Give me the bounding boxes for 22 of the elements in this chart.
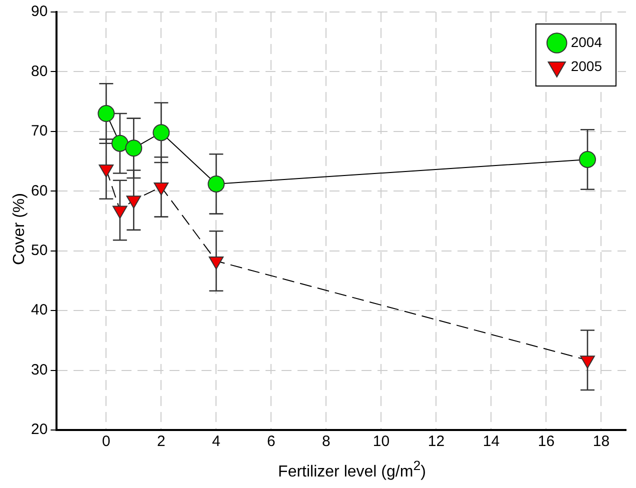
x-tick-label: 18 (592, 433, 610, 450)
y-tick-label: 60 (30, 182, 48, 200)
x-tick-label: 6 (267, 433, 276, 450)
x-tick-label: 2 (157, 433, 166, 450)
y-tick-label: 40 (30, 302, 48, 319)
y-tick-label: 20 (30, 421, 48, 438)
x-tick-label: 12 (428, 433, 445, 450)
x-tick-label: 4 (212, 433, 220, 450)
x-tick-label: 10 (372, 433, 390, 450)
x-tick-label: 8 (322, 433, 330, 450)
y-tick-label: 50 (30, 242, 48, 259)
x-axis-title: Fertilizer level (g/m$^{2}$) (277, 458, 427, 482)
y-tick-label: 80 (30, 62, 48, 80)
legend-label: 2004 (570, 34, 602, 50)
y-axis-title: Cover (%) (11, 192, 29, 268)
y-tick-label: 30 (30, 361, 48, 378)
x-tick-label: 14 (482, 433, 500, 450)
legend-label: 2005 (570, 58, 602, 74)
y-tick-label: 70 (30, 122, 48, 140)
y-tick-label: 90 (30, 3, 48, 20)
x-tick-label: 16 (538, 433, 555, 450)
x-tick-label: 0 (102, 433, 110, 450)
